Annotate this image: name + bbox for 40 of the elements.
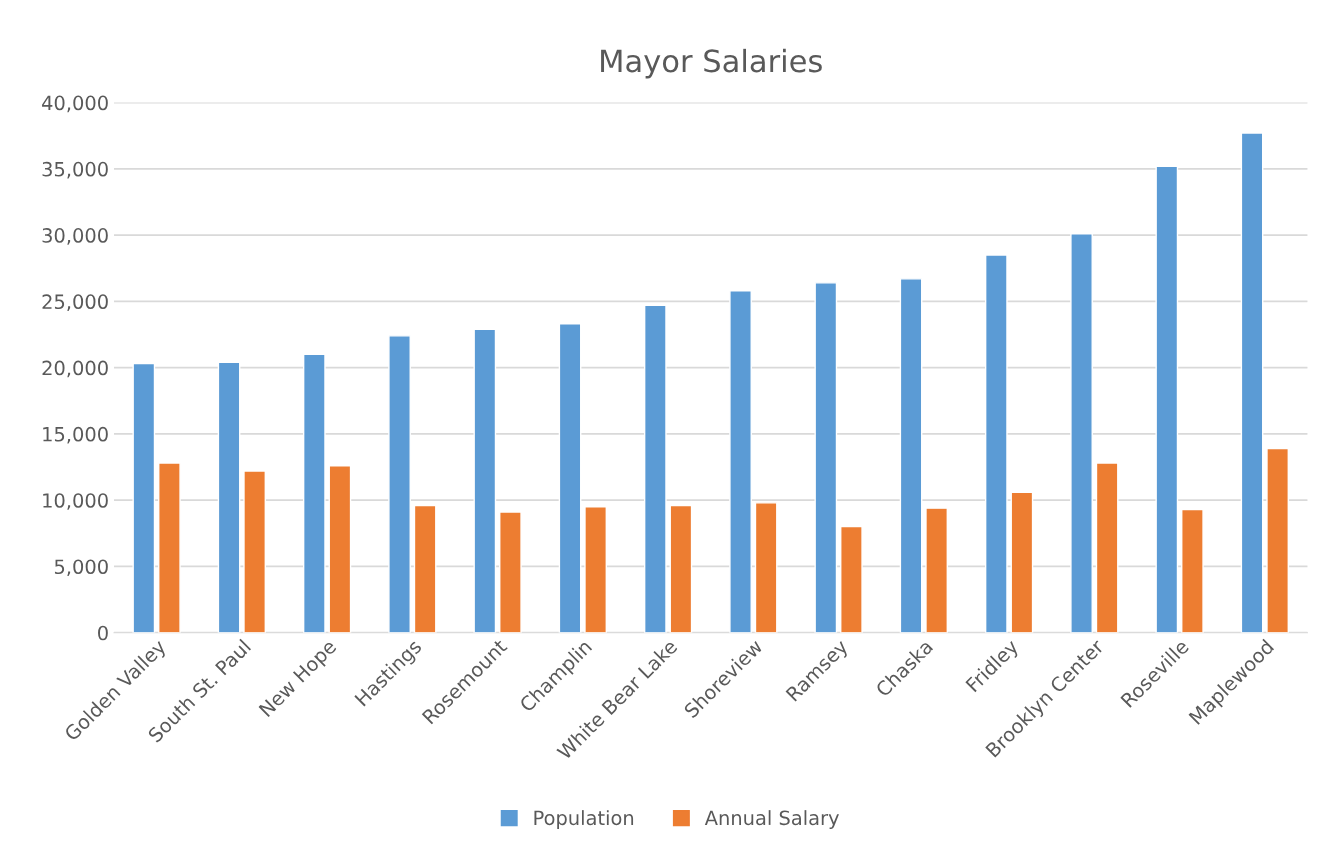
bar bbox=[925, 507, 948, 633]
legend-label: Population bbox=[534, 810, 634, 829]
legend-label: Annual Salary bbox=[704, 810, 839, 829]
bar bbox=[328, 465, 352, 633]
bar bbox=[840, 525, 863, 633]
bar bbox=[558, 323, 582, 633]
bar bbox=[984, 254, 1008, 633]
bar bbox=[1070, 233, 1093, 633]
bar bbox=[1181, 508, 1204, 633]
bar bbox=[1095, 462, 1119, 633]
bar bbox=[729, 290, 752, 633]
bar bbox=[643, 304, 667, 633]
bar bbox=[754, 502, 778, 633]
y-tick-label: 0 bbox=[98, 625, 108, 641]
bar bbox=[1010, 491, 1034, 633]
y-tick-label: 20,000 bbox=[42, 360, 108, 378]
bar bbox=[243, 470, 266, 633]
y-tick-label: 5,000 bbox=[54, 559, 108, 577]
bar bbox=[1266, 447, 1289, 633]
bar bbox=[388, 335, 411, 633]
y-tick-label: 10,000 bbox=[43, 493, 108, 510]
bar bbox=[158, 462, 181, 633]
y-tick-label: 40,000 bbox=[42, 95, 108, 113]
bar bbox=[217, 361, 241, 633]
bar bbox=[1155, 165, 1179, 633]
bar bbox=[499, 511, 522, 633]
chart-title: Mayor Salaries bbox=[601, 48, 822, 79]
bar bbox=[413, 504, 437, 633]
bar bbox=[899, 278, 923, 633]
bar bbox=[473, 328, 497, 633]
y-tick-label: 15,000 bbox=[43, 426, 108, 444]
bar bbox=[302, 353, 326, 633]
y-tick-label: 30,000 bbox=[42, 228, 108, 245]
bar bbox=[669, 504, 693, 633]
y-tick-label: 35,000 bbox=[42, 161, 108, 179]
bar bbox=[132, 362, 156, 633]
y-tick-label: 25,000 bbox=[42, 294, 108, 312]
bar bbox=[584, 506, 607, 633]
bar bbox=[814, 282, 838, 633]
bar bbox=[1240, 132, 1264, 633]
